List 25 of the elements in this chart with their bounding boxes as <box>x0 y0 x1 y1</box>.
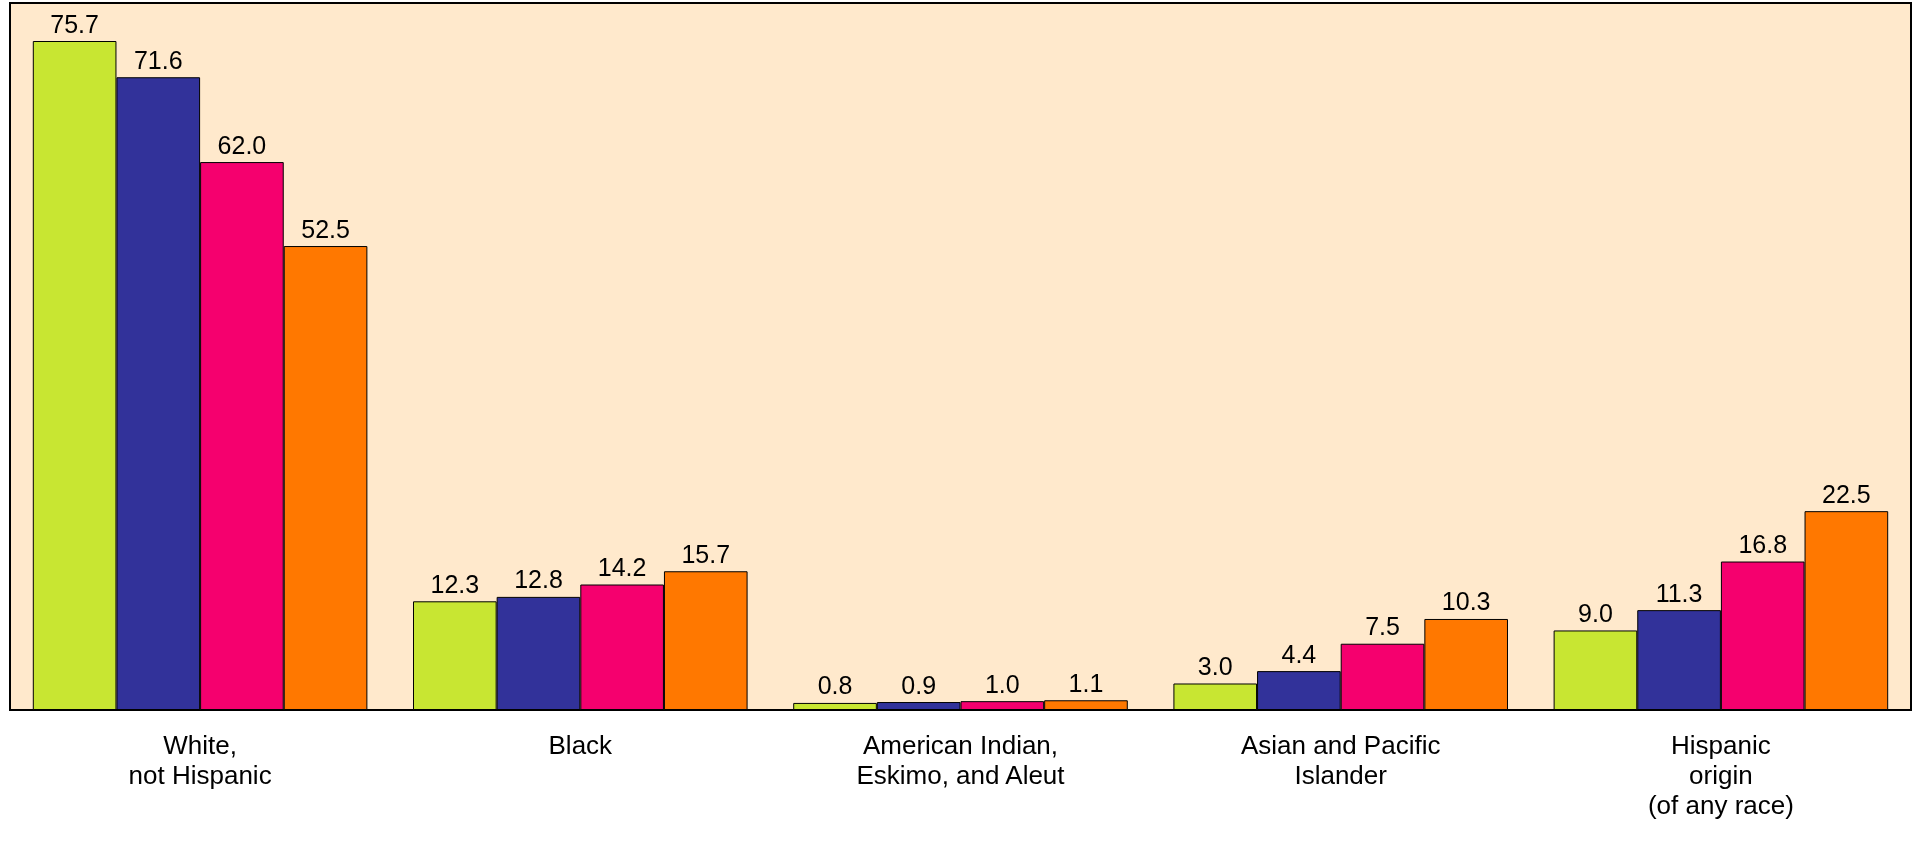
data-label: 12.8 <box>514 565 563 594</box>
data-label: 10.3 <box>1441 587 1491 616</box>
data-label: 12.3 <box>430 569 480 598</box>
data-label: 0.9 <box>901 670 937 699</box>
data-label: 22.5 <box>1822 479 1871 508</box>
data-label: 16.8 <box>1738 530 1788 559</box>
data-label: 9.0 <box>1578 598 1613 627</box>
data-label: 15.7 <box>681 539 731 568</box>
x-tick-label: Hispanic origin (of any race) <box>1647 730 1794 820</box>
x-tick-label: Asian and Pacific Islander <box>1240 730 1441 790</box>
data-label: 71.6 <box>133 45 183 74</box>
data-label: 3.0 <box>1197 651 1233 680</box>
data-label: 1.0 <box>984 669 1020 698</box>
data-label: 4.4 <box>1281 639 1317 668</box>
data-label: 7.5 <box>1365 612 1400 641</box>
x-tick-label: Black <box>548 730 614 760</box>
data-label: 62.0 <box>217 130 267 159</box>
data-label: 1.1 <box>1068 668 1104 697</box>
data-label: 0.8 <box>817 671 853 700</box>
data-label: 75.7 <box>50 9 99 38</box>
data-label: 52.5 <box>301 214 350 243</box>
x-tick-label: White, not Hispanic <box>128 730 272 790</box>
data-label: 11.3 <box>1655 578 1703 607</box>
x-tick-label: American Indian, Eskimo, and Aleut <box>856 730 1066 790</box>
data-label: 14.2 <box>597 553 647 582</box>
